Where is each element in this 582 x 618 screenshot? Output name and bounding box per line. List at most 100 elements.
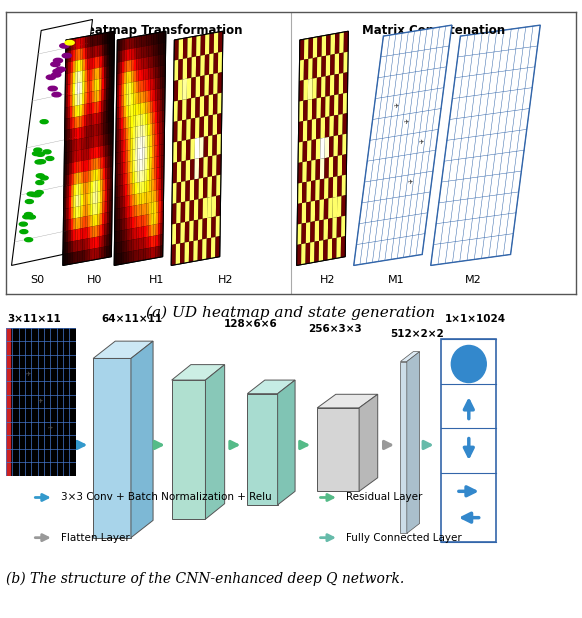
- Polygon shape: [134, 194, 137, 206]
- Polygon shape: [85, 239, 87, 250]
- Polygon shape: [70, 84, 73, 96]
- Polygon shape: [88, 205, 90, 216]
- Polygon shape: [90, 249, 92, 261]
- Polygon shape: [75, 83, 77, 95]
- Polygon shape: [71, 196, 73, 208]
- Polygon shape: [311, 180, 315, 201]
- Polygon shape: [191, 77, 196, 98]
- Polygon shape: [90, 35, 93, 47]
- Polygon shape: [128, 116, 131, 128]
- Polygon shape: [156, 213, 158, 224]
- Polygon shape: [116, 141, 118, 153]
- Polygon shape: [124, 252, 126, 264]
- Polygon shape: [156, 33, 158, 44]
- Polygon shape: [69, 197, 71, 208]
- Polygon shape: [67, 118, 70, 130]
- Polygon shape: [93, 192, 95, 204]
- Polygon shape: [151, 78, 153, 90]
- Polygon shape: [65, 242, 68, 254]
- Polygon shape: [211, 237, 215, 258]
- Polygon shape: [154, 145, 157, 157]
- Polygon shape: [70, 252, 73, 264]
- Polygon shape: [204, 95, 209, 116]
- Polygon shape: [132, 70, 134, 82]
- Polygon shape: [109, 211, 112, 223]
- Polygon shape: [139, 47, 141, 59]
- Polygon shape: [95, 192, 98, 203]
- Polygon shape: [86, 182, 88, 194]
- Polygon shape: [144, 158, 147, 170]
- Polygon shape: [105, 145, 108, 156]
- Polygon shape: [133, 104, 136, 116]
- Polygon shape: [108, 178, 110, 190]
- Polygon shape: [184, 221, 189, 242]
- Text: Heatmap Transformation: Heatmap Transformation: [77, 23, 243, 36]
- Polygon shape: [210, 33, 214, 54]
- Polygon shape: [76, 195, 79, 207]
- Polygon shape: [83, 160, 86, 172]
- Polygon shape: [125, 196, 127, 207]
- Polygon shape: [120, 151, 123, 163]
- Polygon shape: [125, 173, 127, 185]
- Polygon shape: [114, 254, 117, 266]
- Polygon shape: [159, 178, 161, 190]
- Polygon shape: [200, 75, 205, 96]
- Polygon shape: [77, 251, 80, 263]
- Polygon shape: [134, 70, 136, 82]
- Circle shape: [52, 72, 61, 77]
- Polygon shape: [65, 74, 68, 85]
- Polygon shape: [64, 152, 67, 164]
- Polygon shape: [81, 172, 83, 184]
- Polygon shape: [134, 216, 137, 228]
- Text: ✈: ✈: [393, 103, 399, 109]
- Polygon shape: [66, 51, 68, 62]
- Polygon shape: [81, 138, 84, 150]
- Polygon shape: [141, 57, 144, 69]
- Polygon shape: [139, 205, 141, 216]
- Polygon shape: [151, 202, 154, 214]
- Polygon shape: [129, 37, 132, 49]
- Polygon shape: [126, 83, 129, 95]
- Polygon shape: [123, 106, 126, 117]
- Polygon shape: [139, 182, 142, 193]
- Polygon shape: [312, 98, 317, 120]
- Polygon shape: [101, 123, 104, 135]
- Polygon shape: [139, 227, 141, 239]
- Polygon shape: [141, 69, 144, 81]
- Polygon shape: [75, 72, 77, 83]
- Polygon shape: [130, 150, 133, 161]
- Polygon shape: [107, 54, 109, 66]
- Polygon shape: [64, 164, 67, 176]
- Polygon shape: [336, 237, 341, 258]
- Polygon shape: [213, 93, 218, 115]
- Polygon shape: [299, 60, 304, 81]
- Polygon shape: [153, 224, 156, 236]
- Polygon shape: [84, 126, 87, 138]
- Polygon shape: [87, 81, 90, 93]
- Polygon shape: [74, 173, 76, 185]
- Polygon shape: [343, 32, 349, 53]
- Circle shape: [36, 180, 44, 185]
- Polygon shape: [122, 207, 125, 219]
- Polygon shape: [104, 235, 107, 247]
- Polygon shape: [126, 252, 129, 263]
- Polygon shape: [208, 115, 213, 136]
- Circle shape: [24, 213, 33, 216]
- Polygon shape: [84, 115, 87, 127]
- Polygon shape: [141, 204, 144, 216]
- Polygon shape: [95, 180, 98, 192]
- Polygon shape: [76, 161, 79, 173]
- Polygon shape: [162, 155, 164, 167]
- Polygon shape: [148, 68, 151, 79]
- Polygon shape: [127, 38, 129, 49]
- Polygon shape: [72, 117, 74, 129]
- Polygon shape: [102, 44, 105, 56]
- Polygon shape: [152, 112, 155, 124]
- Polygon shape: [107, 77, 109, 89]
- Polygon shape: [87, 238, 90, 250]
- Polygon shape: [95, 57, 97, 69]
- Polygon shape: [97, 68, 100, 79]
- Polygon shape: [147, 124, 150, 136]
- Polygon shape: [136, 104, 138, 116]
- Polygon shape: [74, 139, 77, 151]
